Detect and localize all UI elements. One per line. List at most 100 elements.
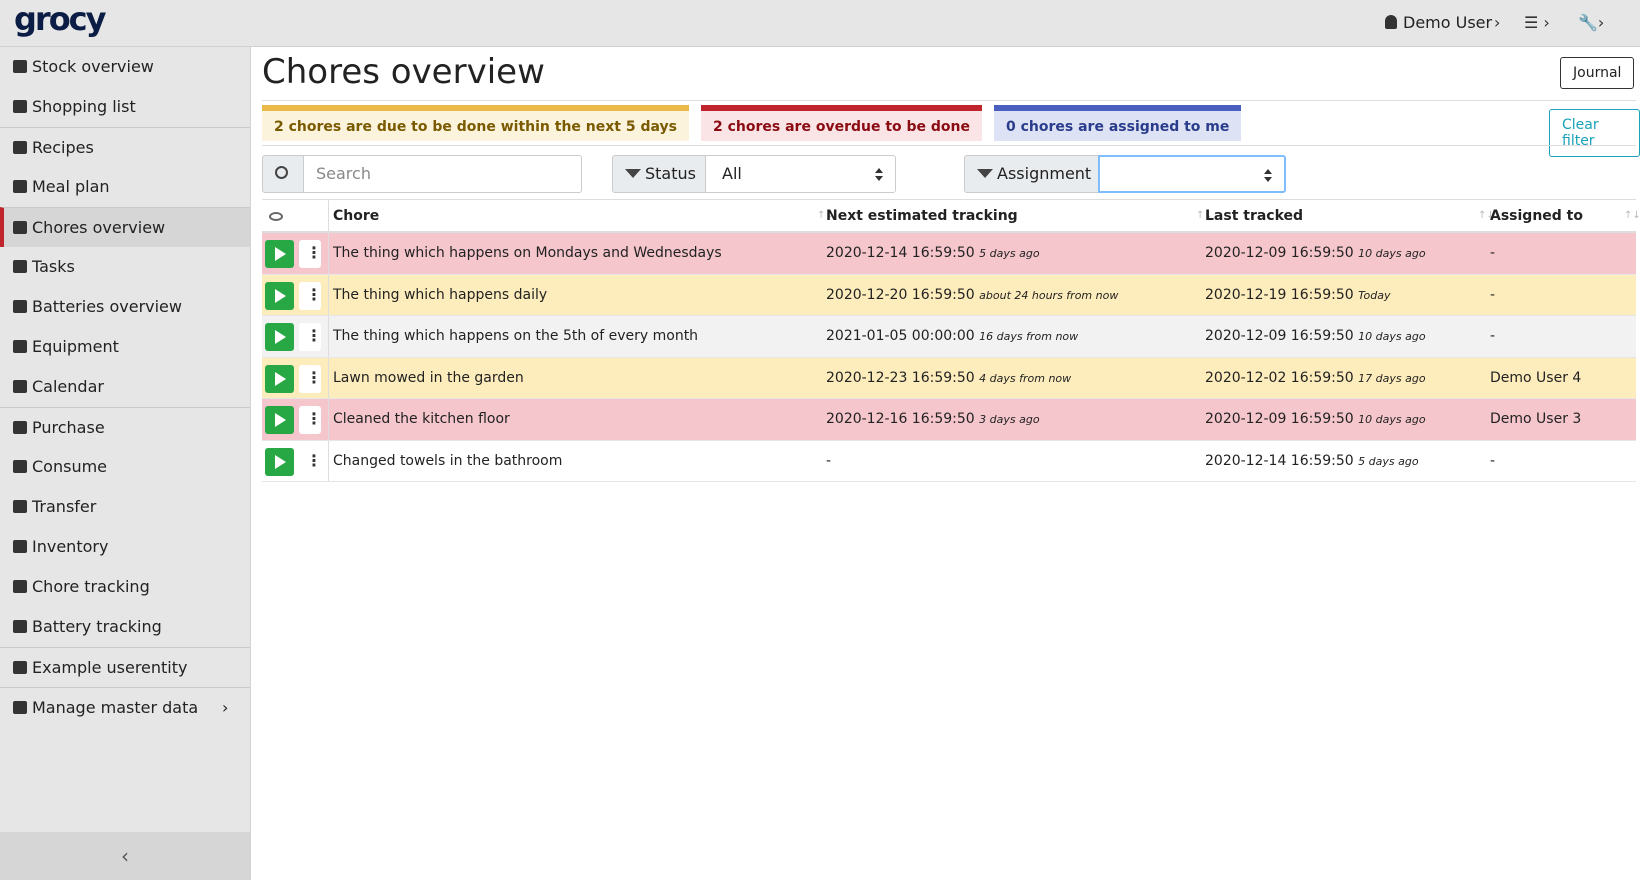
nav-item[interactable]: Meal plan <box>0 167 250 207</box>
next-date: 2020-12-16 16:59:50 <box>826 411 975 427</box>
status-select[interactable]: All <box>705 155 896 193</box>
sort-icon: ↑↓ <box>1478 210 1495 221</box>
clear-filter-button[interactable]: Clear filter <box>1549 109 1640 157</box>
next-tracking: 2020-12-14 16:59:50 5 days ago <box>826 245 1040 261</box>
table-row: The thing which happens on Mondays and W… <box>262 233 1636 275</box>
assignment-label-text: Assignment <box>997 164 1092 183</box>
status-label-text: Status <box>645 164 696 183</box>
assignment-select[interactable] <box>1098 155 1286 193</box>
nav-item[interactable]: Manage master data › <box>0 687 250 727</box>
col-divider <box>328 200 329 231</box>
row-menu-button[interactable] <box>299 364 322 393</box>
nav-item[interactable]: Transfer <box>0 487 250 527</box>
track-button[interactable] <box>265 447 294 476</box>
nav-item[interactable]: Example userentity <box>0 647 250 687</box>
nav-item[interactable]: Tasks <box>0 247 250 287</box>
nav-item[interactable]: Batteries overview <box>0 287 250 327</box>
table-body: The thing which happens on Mondays and W… <box>262 233 1636 482</box>
next-relative: 3 days ago <box>979 413 1040 426</box>
row-menu-button[interactable] <box>299 240 322 268</box>
next-date: 2020-12-14 16:59:50 <box>826 245 975 261</box>
page-title: Chores overview <box>262 52 545 92</box>
column-header[interactable]: Last tracked <box>1205 208 1304 224</box>
table-row: Lawn mowed in the garden 2020-12-23 16:59… <box>262 357 1636 399</box>
search-input[interactable]: Search <box>303 155 582 193</box>
collapse-button[interactable]: ‹ <box>0 832 250 880</box>
track-button[interactable] <box>265 240 294 268</box>
visibility-icon[interactable] <box>269 212 283 221</box>
column-header[interactable]: Chore <box>333 208 380 224</box>
track-button[interactable] <box>265 323 294 351</box>
journal-button[interactable]: Journal <box>1560 57 1635 89</box>
assigned-to: - <box>1490 452 1496 469</box>
last-relative: 10 days ago <box>1358 330 1426 343</box>
last-tracked: 2020-12-09 16:59:50 10 days ago <box>1205 328 1426 344</box>
top-bar: grocy Demo User › ☰ › 🔧› <box>0 0 1640 47</box>
last-relative: 10 days ago <box>1358 247 1426 260</box>
row-menu-button[interactable] <box>299 323 322 351</box>
nav-item[interactable]: Calendar <box>0 367 250 407</box>
sort-icon: ↑↓ <box>817 210 834 221</box>
filter-badge[interactable]: 2 chores are overdue to be done <box>701 105 983 141</box>
chore-name: The thing which happens on Mondays and W… <box>333 245 722 261</box>
chore-name: The thing which happens daily <box>333 286 548 303</box>
user-chevron[interactable]: › <box>1494 13 1501 32</box>
assigned-to: Demo User 4 <box>1490 369 1582 386</box>
search-icon <box>262 155 304 193</box>
nav-item[interactable]: Chore tracking <box>0 567 250 607</box>
last-tracked: 2020-12-02 16:59:50 17 days ago <box>1205 370 1426 386</box>
settings-menu[interactable]: ☰ › <box>1524 13 1550 32</box>
nav-item[interactable]: Stock overview <box>0 47 250 87</box>
table-row: The thing which happens daily 2020-12-20 … <box>262 274 1636 316</box>
col-divider <box>328 274 329 315</box>
last-relative: 5 days ago <box>1358 454 1419 468</box>
table-row: Changed towels in the bathroom - 2020-12-1… <box>262 440 1636 482</box>
column-header[interactable]: Next estimated tracking <box>826 208 1018 224</box>
nav-item[interactable]: Purchase <box>0 407 250 447</box>
next-relative: 5 days ago <box>979 247 1040 260</box>
sidebar: Stock overview Shopping list Recipes Meal p… <box>0 47 251 880</box>
last-date: 2020-12-09 16:59:50 <box>1205 328 1354 344</box>
nav-item[interactable]: Recipes <box>0 127 250 167</box>
col-divider <box>328 440 329 481</box>
nav-item[interactable]: Consume <box>0 447 250 487</box>
chore-name: The thing which happens on the 5th of ev… <box>333 328 699 344</box>
user-menu[interactable]: Demo User <box>1385 13 1492 32</box>
tools-menu[interactable]: 🔧› <box>1578 13 1605 32</box>
col-divider <box>328 233 329 274</box>
nav-item[interactable]: Battery tracking <box>0 607 250 647</box>
col-divider <box>328 399 329 440</box>
last-date: 2020-12-14 16:59:50 <box>1205 452 1354 469</box>
chore-name: Changed towels in the bathroom <box>333 452 563 469</box>
last-date: 2020-12-09 16:59:50 <box>1205 411 1354 427</box>
last-relative: Today <box>1358 288 1391 302</box>
logo[interactable]: grocy <box>14 0 106 38</box>
last-date: 2020-12-02 16:59:50 <box>1205 369 1354 386</box>
filter-badge[interactable]: 2 chores are due to be done within the n… <box>262 105 689 141</box>
row-menu-button[interactable] <box>299 406 322 434</box>
next-relative: 16 days from now <box>979 330 1079 343</box>
column-header[interactable]: Assigned to <box>1490 208 1583 224</box>
next-relative: 4 days from now <box>979 371 1072 385</box>
col-divider <box>328 316 329 357</box>
nav-item[interactable]: Equipment <box>0 327 250 367</box>
assigned-to: - <box>1490 245 1496 261</box>
next-tracking: 2021-01-05 00:00:00 16 days from now <box>826 328 1078 344</box>
track-button[interactable] <box>265 406 294 434</box>
assigned-to: - <box>1490 286 1496 303</box>
last-relative: 10 days ago <box>1358 413 1426 426</box>
table-row: Cleaned the kitchen floor 2020-12-16 16:5… <box>262 399 1636 441</box>
nav-item[interactable]: Shopping list <box>0 87 250 127</box>
track-button[interactable] <box>265 364 294 393</box>
last-date: 2020-12-09 16:59:50 <box>1205 245 1354 261</box>
nav-item[interactable]: Chores overview <box>0 207 250 247</box>
filter-badge[interactable]: 0 chores are assigned to me <box>994 105 1242 141</box>
row-menu-button[interactable] <box>299 447 322 476</box>
chore-name: Cleaned the kitchen floor <box>333 411 510 427</box>
nav-item[interactable]: Inventory <box>0 527 250 567</box>
last-tracked: 2020-12-14 16:59:50 5 days ago <box>1205 453 1419 469</box>
row-menu-button[interactable] <box>299 281 322 310</box>
track-button[interactable] <box>265 281 294 310</box>
last-date: 2020-12-19 16:59:50 <box>1205 286 1354 303</box>
